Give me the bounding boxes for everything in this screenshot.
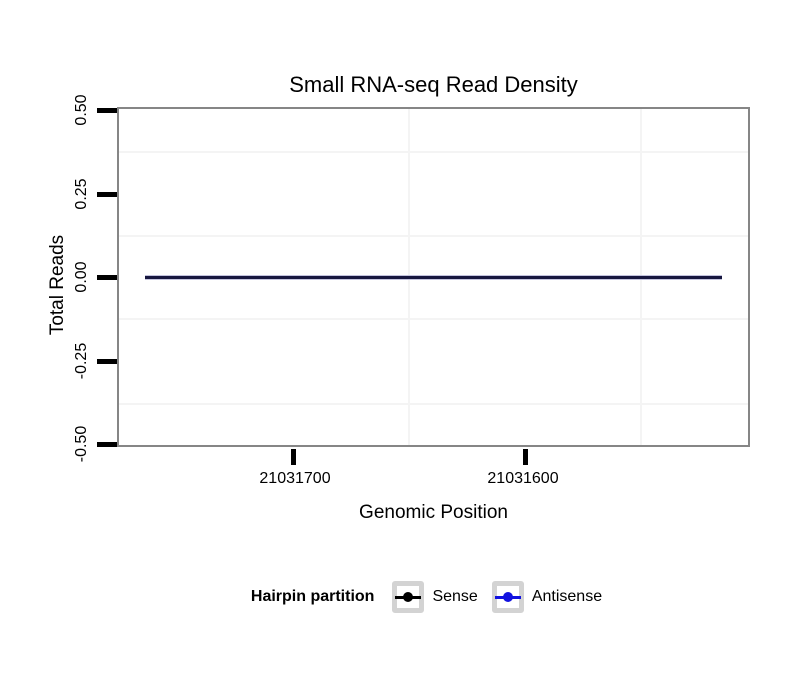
minor-gridline-horizontal bbox=[119, 403, 748, 405]
antisense-key-icon bbox=[491, 581, 524, 613]
sense-point-glyph bbox=[403, 592, 414, 602]
minor-gridline-horizontal bbox=[119, 235, 748, 237]
y-axis-tick bbox=[97, 442, 117, 447]
plot-title: Small RNA-seq Read Density bbox=[289, 72, 578, 97]
legend-title: Hairpin partition bbox=[250, 588, 375, 605]
y-tick-label: 0.00 bbox=[73, 261, 90, 293]
y-axis-tick bbox=[97, 359, 117, 364]
x-axis-tick bbox=[523, 449, 528, 465]
series-line-overlap bbox=[145, 275, 722, 280]
x-axis-tick bbox=[291, 449, 296, 465]
y-axis-title: Total Reads bbox=[47, 234, 68, 336]
y-tick-label: -0.50 bbox=[73, 425, 90, 463]
minor-gridline-horizontal bbox=[119, 318, 748, 320]
x-axis-title: Genomic Position bbox=[359, 502, 508, 523]
y-axis-tick bbox=[97, 108, 117, 113]
y-tick-label: 0.50 bbox=[73, 94, 90, 126]
plot-panel bbox=[117, 107, 750, 447]
legend: Hairpin partition Sense Antisense bbox=[117, 578, 750, 616]
minor-gridline-horizontal bbox=[119, 151, 748, 153]
legend-label-antisense: Antisense bbox=[531, 588, 603, 605]
y-axis-tick bbox=[97, 275, 117, 280]
y-tick-label: -0.25 bbox=[73, 342, 90, 380]
legend-label-sense: Sense bbox=[432, 588, 478, 605]
sense-key-icon bbox=[392, 581, 425, 613]
x-tick-label: 21031700 bbox=[259, 470, 331, 487]
antisense-point-glyph bbox=[502, 592, 513, 602]
y-axis-tick bbox=[97, 192, 117, 197]
y-tick-label: 0.25 bbox=[73, 178, 90, 210]
x-tick-label: 21031600 bbox=[487, 470, 559, 487]
